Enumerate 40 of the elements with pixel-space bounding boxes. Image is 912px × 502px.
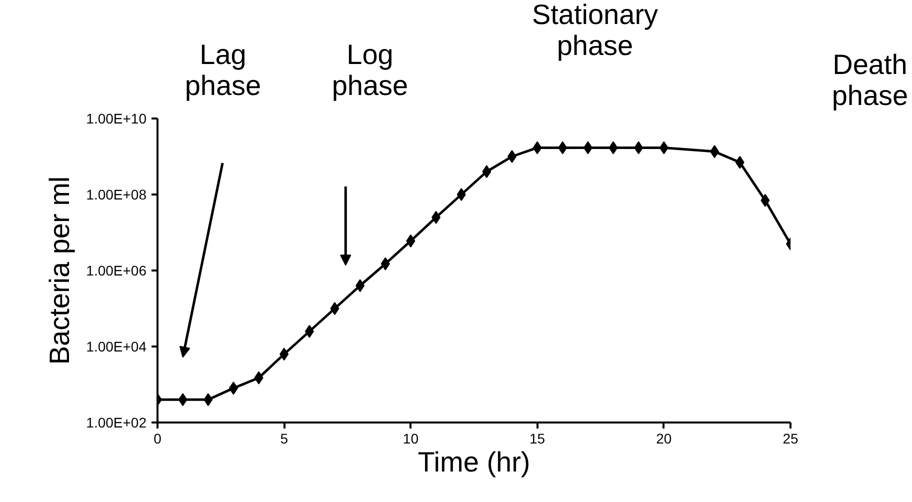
point <box>330 302 340 315</box>
point <box>583 141 592 154</box>
y-axis-title: Bacteria per ml <box>44 176 76 365</box>
y-tick-label: 1.00E+06 <box>86 262 147 278</box>
point <box>356 279 365 292</box>
y-tick-label: 1.00E+08 <box>86 186 147 202</box>
point <box>304 324 314 338</box>
point <box>432 210 441 224</box>
point <box>608 141 618 154</box>
y-tick-label: 1.00E+10 <box>86 110 147 126</box>
x-tick-label: 0 <box>154 430 162 446</box>
point <box>482 165 492 178</box>
point <box>456 188 466 201</box>
point <box>406 234 416 248</box>
text: Death phase <box>830 49 910 112</box>
point <box>178 393 188 406</box>
point <box>659 141 668 154</box>
x-tick-label: 5 <box>280 430 288 446</box>
point <box>280 348 289 361</box>
point <box>558 141 568 154</box>
text: Log phase <box>330 39 410 102</box>
point <box>710 145 720 158</box>
x-axis-title: Time (hr) <box>418 446 530 478</box>
point <box>634 141 644 154</box>
y-tick-label: 1.00E+02 <box>86 414 147 430</box>
x-tick-label: 15 <box>530 430 546 446</box>
text: Stationary phase <box>530 0 660 62</box>
x-tick-label: 25 <box>782 430 798 446</box>
point <box>254 371 264 384</box>
point <box>532 141 542 154</box>
point <box>735 156 744 169</box>
x-tick-label: 10 <box>402 430 419 446</box>
point <box>204 393 213 406</box>
point <box>760 194 770 207</box>
text: Lag phase <box>184 39 262 102</box>
point <box>507 150 516 163</box>
point <box>380 257 390 270</box>
point <box>228 382 238 395</box>
y-tick-label: 1.00E+04 <box>86 338 147 354</box>
x-tick-label: 20 <box>656 430 672 446</box>
